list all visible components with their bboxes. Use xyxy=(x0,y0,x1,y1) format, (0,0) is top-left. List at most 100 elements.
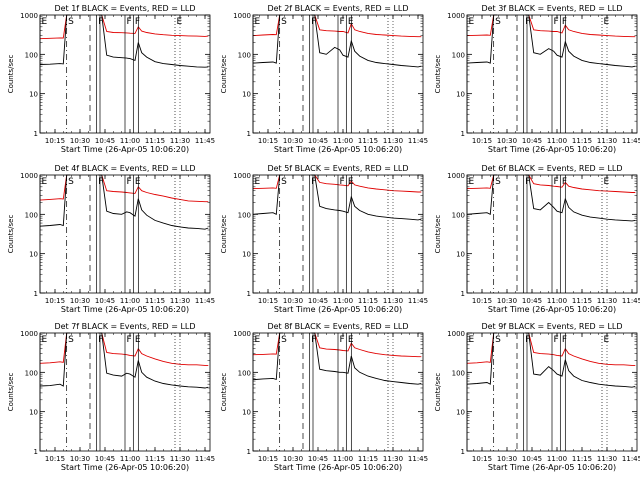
x-tick-label: 11:30 xyxy=(597,455,617,463)
x-axis-label: Start Time (26-Apr-05 10:06:20) xyxy=(274,463,402,472)
time-marker-letter: S xyxy=(495,177,501,187)
time-marker-letter: E xyxy=(604,335,610,345)
x-tick-label: 11:45 xyxy=(622,297,640,305)
x-tick-label: 10:30 xyxy=(70,297,90,305)
x-tick-label: 11:45 xyxy=(622,137,640,145)
plot-frame xyxy=(252,14,424,134)
y-tick-label: 1000 xyxy=(233,12,251,20)
x-tick-label: 11:00 xyxy=(547,137,567,145)
x-tick-label: 11:00 xyxy=(547,455,567,463)
y-tick-label: 10 xyxy=(456,251,465,259)
x-tick-label: 11:30 xyxy=(170,137,190,145)
time-marker-letter: F xyxy=(135,17,140,27)
x-tick-label: 10:30 xyxy=(70,137,90,145)
time-marker-letter: E xyxy=(469,177,475,187)
time-marker-letter: E xyxy=(604,177,610,187)
x-tick-label: 11:30 xyxy=(383,297,403,305)
x-tick-label: 10:45 xyxy=(522,297,542,305)
x-tick-label: 10:15 xyxy=(472,455,492,463)
x-tick-label: 10:15 xyxy=(472,297,492,305)
y-tick-label: 10 xyxy=(456,409,465,417)
plot-frame xyxy=(39,174,211,294)
panel-title: Det 4f BLACK = Events, RED = LLD xyxy=(54,164,195,173)
panel-title: Det 2f BLACK = Events, RED = LLD xyxy=(267,4,408,13)
time-marker-letter: E xyxy=(255,335,261,345)
y-axis-label: Counts/sec xyxy=(7,215,15,254)
time-marker-letter: E xyxy=(348,335,354,345)
time-marker-letter: E xyxy=(255,17,261,27)
time-marker-letter: F xyxy=(127,17,132,27)
x-tick-label: 11:30 xyxy=(383,455,403,463)
x-tick-label: 10:15 xyxy=(472,137,492,145)
events-series-line xyxy=(466,332,636,388)
y-tick-label: 1000 xyxy=(20,330,38,338)
y-axis-label: Counts/sec xyxy=(434,215,442,254)
x-tick-label: 10:30 xyxy=(497,455,517,463)
y-tick-label: 10 xyxy=(242,91,251,99)
y-tick-label: 100 xyxy=(452,51,465,59)
x-tick-label: 11:45 xyxy=(622,455,640,463)
x-tick-label: 11:45 xyxy=(195,455,215,463)
time-marker-letter: S xyxy=(495,17,501,27)
x-tick-label: 11:00 xyxy=(333,455,353,463)
plot-frame xyxy=(39,14,211,134)
x-tick-label: 11:00 xyxy=(120,297,140,305)
x-tick-label: 10:45 xyxy=(522,455,542,463)
y-tick-label: 1000 xyxy=(447,172,465,180)
x-axis-label: Start Time (26-Apr-05 10:06:20) xyxy=(274,145,402,154)
x-tick-label: 10:30 xyxy=(497,137,517,145)
x-tick-label: 11:30 xyxy=(597,297,617,305)
time-marker-letter: F xyxy=(562,177,567,187)
time-marker-letter: F xyxy=(554,335,559,345)
x-tick-label: 11:15 xyxy=(145,455,165,463)
x-axis-label: Start Time (26-Apr-05 10:06:20) xyxy=(274,305,402,314)
time-marker-letter: F xyxy=(98,335,103,345)
x-tick-label: 10:30 xyxy=(283,137,303,145)
time-marker-letter: S xyxy=(281,177,287,187)
events-series-line xyxy=(39,332,209,389)
x-tick-label: 11:15 xyxy=(358,455,378,463)
y-tick-label: 10 xyxy=(29,251,38,259)
x-tick-label: 11:45 xyxy=(195,297,215,305)
plot-frame xyxy=(466,174,638,294)
time-marker-letter: E xyxy=(255,177,261,187)
x-tick-label: 10:45 xyxy=(522,137,542,145)
time-marker-letter: S xyxy=(68,177,74,187)
x-tick-label: 10:30 xyxy=(497,297,517,305)
x-tick-label: 10:30 xyxy=(283,455,303,463)
x-tick-label: 10:45 xyxy=(308,297,328,305)
x-tick-label: 10:30 xyxy=(70,455,90,463)
x-tick-label: 11:30 xyxy=(170,297,190,305)
y-tick-label: 10 xyxy=(29,91,38,99)
time-marker-letter: S xyxy=(68,17,74,27)
time-marker-letter: F xyxy=(554,17,559,27)
panel-title: Det 9f BLACK = Events, RED = LLD xyxy=(481,322,622,331)
plot-frame xyxy=(466,14,638,134)
time-marker-letter: F xyxy=(311,17,316,27)
y-tick-label: 1000 xyxy=(233,330,251,338)
x-tick-label: 10:45 xyxy=(95,297,115,305)
time-marker-letter: E xyxy=(348,177,354,187)
y-axis-label: Counts/sec xyxy=(7,373,15,412)
x-axis-label: Start Time (26-Apr-05 10:06:20) xyxy=(488,463,616,472)
time-marker-letter: S xyxy=(281,335,287,345)
plot-frame xyxy=(252,174,424,294)
time-marker-letter: E xyxy=(42,177,48,187)
x-tick-label: 11:30 xyxy=(170,455,190,463)
x-axis-label: Start Time (26-Apr-05 10:06:20) xyxy=(61,145,189,154)
time-marker-letter: F xyxy=(98,177,103,187)
x-tick-label: 11:00 xyxy=(333,137,353,145)
x-tick-label: 11:15 xyxy=(572,455,592,463)
x-tick-label: 11:00 xyxy=(120,137,140,145)
time-marker-letter: E xyxy=(42,335,48,345)
time-marker-letter: F xyxy=(311,177,316,187)
panel-title: Det 7f BLACK = Events, RED = LLD xyxy=(54,322,195,331)
x-axis-label: Start Time (26-Apr-05 10:06:20) xyxy=(488,305,616,314)
x-tick-label: 11:15 xyxy=(145,137,165,145)
x-tick-label: 11:15 xyxy=(572,137,592,145)
time-marker-letter: E xyxy=(604,17,610,27)
x-tick-label: 11:30 xyxy=(383,137,403,145)
